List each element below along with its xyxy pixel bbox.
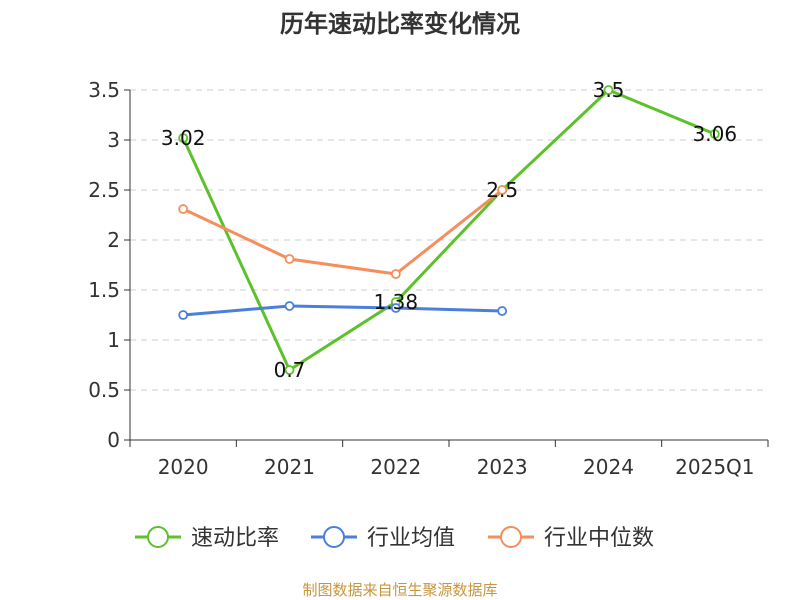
- gridlines: [130, 89, 768, 391]
- series-0-point-4[interactable]: [603, 85, 614, 95]
- data-label-0-1: 0.7: [274, 358, 306, 382]
- y-tick-label-3: 1.5: [88, 278, 120, 302]
- x-tick-label-5: 2025Q1: [675, 455, 754, 479]
- series-2-point-3[interactable]: [497, 185, 508, 195]
- y-tick-label-2: 1: [107, 328, 120, 352]
- legend-label-2[interactable]: 行业中位数: [544, 526, 654, 551]
- x-tick-label-1: 2021: [264, 455, 315, 479]
- data-label-0-3: 2.5: [486, 178, 518, 202]
- series-0-point-0[interactable]: [178, 133, 189, 143]
- series-1-point-2[interactable]: [390, 303, 401, 313]
- x-tick-label-3: 2023: [477, 455, 528, 479]
- legend-marker-2[interactable]: [500, 526, 522, 548]
- series-line-0: [181, 88, 716, 372]
- y-tick-label-0: 0: [107, 428, 120, 452]
- series-0-point-5[interactable]: [709, 129, 720, 139]
- series-2-point-2[interactable]: [390, 269, 401, 279]
- y-tick-label-5: 2.5: [88, 178, 120, 202]
- series-1-point-1[interactable]: [284, 301, 295, 311]
- series-line-2: [182, 188, 504, 276]
- data-labels: 3.02 0.7 1.38 2.5 3.5 3.06: [161, 78, 737, 382]
- series-2-point-1[interactable]: [284, 254, 295, 264]
- series-group: [178, 85, 720, 375]
- x-tick-label-4: 2024: [583, 455, 634, 479]
- legend-label-0[interactable]: 速动比率: [191, 526, 279, 551]
- series-2-point-0[interactable]: [178, 204, 189, 214]
- series-line-1: [183, 304, 503, 317]
- series-1-point-3[interactable]: [497, 306, 508, 316]
- series-0-point-1[interactable]: [284, 365, 295, 375]
- legend-marker-0[interactable]: [147, 526, 169, 548]
- data-label-0-4: 3.5: [593, 78, 625, 102]
- y-tick-label-1: 0.5: [88, 378, 120, 402]
- data-label-0-2: 1.38: [374, 290, 419, 314]
- y-tick-label-6: 3: [107, 128, 120, 152]
- legend-marker-1[interactable]: [323, 526, 345, 548]
- y-tick-label-4: 2: [107, 228, 120, 252]
- x-tick-label-0: 2020: [158, 455, 209, 479]
- source-note: 制图数据来自恒生聚源数据库: [302, 581, 497, 599]
- y-tick-label-7: 3.5: [88, 78, 120, 102]
- legend[interactable]: 速动比率 行业均值 行业中位数: [135, 526, 654, 551]
- x-tick-label-2: 2022: [370, 455, 421, 479]
- legend-label-1[interactable]: 行业均值: [367, 526, 455, 551]
- axes: 0 0.5 1 1.5 2 2.5 3 3.5 2020 2021 2022 2023 2024 2025…: [88, 78, 769, 479]
- data-label-0-0: 3.02: [161, 126, 206, 150]
- data-label-0-5: 3.06: [693, 122, 738, 146]
- chart-title: 历年速动比率变化情况: [280, 10, 520, 38]
- series-1-point-0[interactable]: [178, 310, 189, 320]
